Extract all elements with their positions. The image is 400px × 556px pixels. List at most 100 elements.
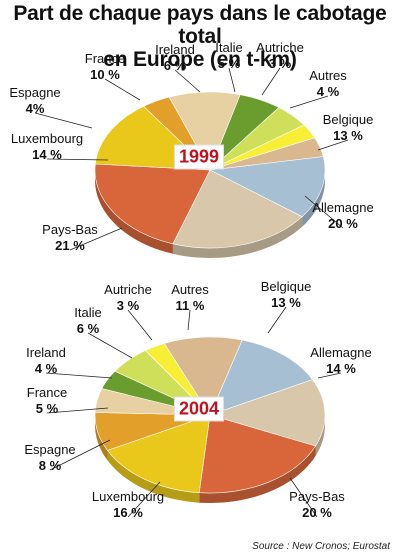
slice-autres — [209, 137, 324, 171]
leader-line-espagne — [34, 112, 93, 129]
slice-side-espagne — [95, 412, 108, 461]
slice-name: Luxembourg — [10, 131, 84, 146]
slice-value: 8 % — [38, 458, 62, 473]
slice-value: 4 % — [316, 84, 340, 99]
slice-value: 3 % — [116, 298, 140, 313]
slice-france — [168, 91, 241, 171]
leader-line-pays-bas — [69, 227, 123, 251]
slice-value: 13 % — [333, 128, 363, 143]
slice-label-pays-bas: Pays-Bas 20 % — [289, 489, 345, 521]
leader-line-allemagne — [317, 372, 342, 379]
slice-name: Autriche — [104, 282, 152, 297]
slice-label-ireland: Ireland 6 % — [155, 42, 195, 74]
leader-line-autres — [187, 309, 191, 331]
slice-label-ireland: Ireland 4 % — [26, 345, 66, 377]
slice-value: 10 % — [90, 67, 120, 82]
slice-value: 5 % — [217, 56, 241, 71]
leader-line-autres — [289, 95, 329, 109]
leader-line-france — [46, 407, 109, 414]
slice-belgique — [208, 156, 326, 218]
slice-label-allemagne: Allemagne 14 % — [310, 345, 371, 377]
leader-line-pays-bas — [289, 477, 318, 518]
leader-line-belgique — [317, 139, 349, 151]
leader-line-allemagne — [304, 195, 344, 229]
pie-2004 — [45, 306, 342, 518]
chart-title: Part de chaque pays dans le cabotage tot… — [0, 2, 400, 71]
slice-name: Italie — [215, 40, 243, 55]
title-line-1: Part de chaque pays dans le cabotage tot… — [13, 2, 387, 48]
leader-line-espagne — [49, 439, 111, 471]
slice-label-france: France 5 % — [27, 385, 67, 417]
slice-value: 13 % — [271, 295, 301, 310]
slice-value: 16 % — [113, 505, 143, 520]
slice-name: Autres — [171, 282, 209, 297]
slice-side-allemagne — [315, 412, 325, 456]
slice-value: 20 % — [302, 505, 332, 520]
slice-name: Belgique — [322, 112, 374, 127]
source-note: Source : New Cronos; Eurostat — [252, 541, 390, 552]
slice-label-allemagne: Allemagne 20 % — [312, 200, 373, 232]
slice-value: 11 % — [175, 298, 205, 313]
slice-name: France — [84, 51, 126, 66]
slice-value: 21 % — [55, 238, 85, 253]
slice-value: 3 % — [268, 56, 292, 71]
slice-pays-bas — [198, 414, 316, 494]
slice-name: Ireland — [26, 345, 66, 360]
slice-value: 14 % — [32, 147, 62, 162]
slice-value: 4 % — [34, 361, 58, 376]
year-badge-1999: 1999 — [173, 144, 225, 170]
slice-label-luxembourg: Luxembourg 14 % — [11, 131, 83, 163]
slice-value: 6 % — [163, 58, 187, 73]
slice-label-autriche: Autriche 3 % — [104, 282, 152, 314]
slice-side-pays-bas — [95, 168, 173, 254]
slice-label-france: France 10 % — [85, 51, 125, 83]
slice-label-luxembourg: Luxembourg 16 % — [92, 489, 164, 521]
slice-allemagne — [209, 379, 326, 447]
slice-label-belgique: Belgique 13 % — [261, 279, 312, 311]
slice-label-belgique: Belgique 13 % — [323, 112, 374, 144]
slice-name: Italie — [74, 305, 102, 320]
slice-label-italie: Italie 6 % — [74, 305, 101, 337]
leader-line-luxembourg — [46, 158, 109, 161]
slice-side-pays-bas — [199, 446, 316, 503]
slice-luxembourg — [107, 414, 211, 494]
slice-name: Allemagne — [312, 200, 374, 215]
slice-label-autres: Autres 11 % — [171, 282, 209, 314]
slice-value: 14 % — [326, 361, 356, 376]
slice-value: 20 % — [328, 216, 358, 231]
slice-label-autriche: Autriche 3 % — [256, 40, 304, 72]
slice-name: Espagne — [24, 442, 76, 457]
slice-name: Autriche — [256, 40, 304, 55]
slice-label-autres: Autres 4 % — [309, 68, 347, 100]
leader-line-belgique — [267, 306, 287, 334]
year-badge-2004: 2004 — [173, 396, 225, 422]
slice-name: Allemagne — [310, 345, 372, 360]
slice-name: Pays-Bas — [42, 222, 98, 237]
slice-label-espagne: Espagne 4% — [9, 85, 60, 117]
slice-name: Autres — [309, 68, 347, 83]
slice-label-pays-bas: Pays-Bas 21 % — [42, 222, 98, 254]
leader-line-france — [104, 78, 141, 101]
leader-line-autriche — [261, 67, 281, 96]
leader-line-ireland — [174, 69, 201, 93]
leader-line-italie — [228, 67, 236, 93]
slice-name: Pays-Bas — [289, 489, 345, 504]
slice-name: France — [26, 385, 68, 400]
slice-side-belgique — [302, 167, 325, 227]
leader-line-luxembourg — [127, 481, 161, 518]
slice-pays-bas — [94, 163, 211, 245]
slice-name: Ireland — [155, 42, 195, 57]
slice-name: Espagne — [9, 85, 61, 100]
slice-autres — [163, 336, 243, 416]
leader-line-autriche — [127, 309, 153, 341]
slice-allemagne — [172, 169, 303, 249]
slice-label-espagne: Espagne 8 % — [24, 442, 75, 474]
slice-side-allemagne — [172, 216, 303, 258]
leader-line-italie — [87, 332, 133, 359]
slice-name: Luxembourg — [91, 489, 165, 504]
title-line-2: en Europe (en t-km) — [103, 48, 297, 71]
leader-line-ireland — [45, 372, 113, 379]
slice-belgique — [209, 339, 313, 416]
slice-name: Belgique — [260, 279, 312, 294]
slice-value: 6 % — [76, 321, 100, 336]
